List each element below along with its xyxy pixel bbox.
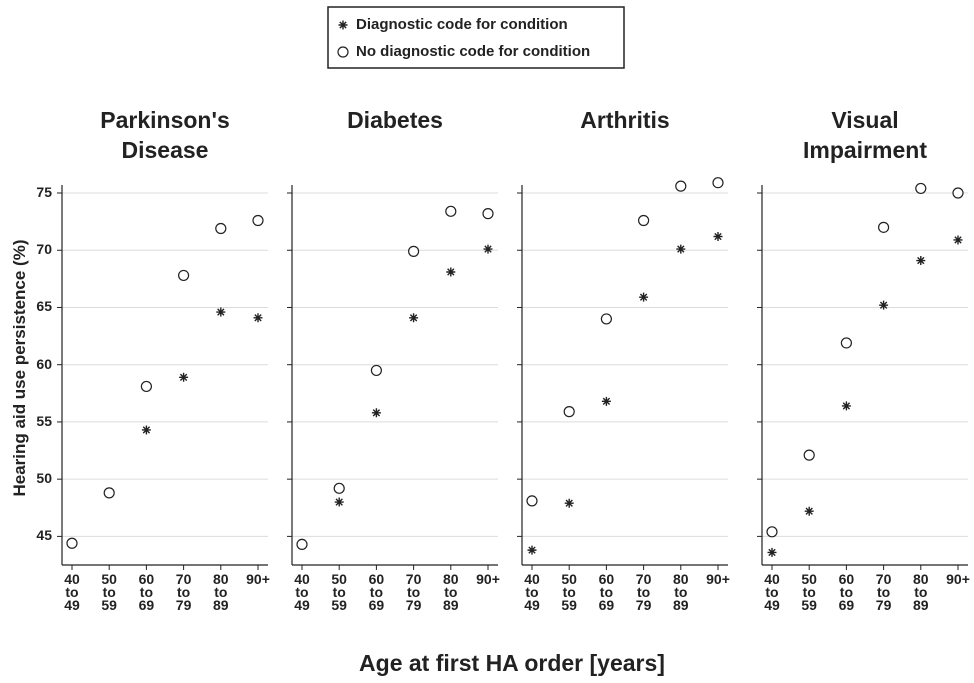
x-tick-label: 40 to 49 [524,571,540,613]
x-tick-label: 40 to 49 [64,571,80,613]
data-point [952,187,964,199]
data-point [879,300,889,310]
x-tick-label: 70 to 79 [635,571,652,613]
x-tick-label: 80 to 89 [673,571,689,613]
data-point [840,337,853,349]
data-point [676,244,686,254]
x-tick-label: 40 to 49 [294,571,310,613]
data-point [915,182,927,195]
data-point [253,313,263,323]
panel-title: Visual Impairment [803,107,927,163]
x-axis-label: Age at first HA order [years] [359,650,665,676]
x-tick-label: 60 to 69 [368,571,385,613]
legend-marker [337,46,349,58]
y-tick-label: 50 [36,470,52,487]
data-point [526,495,538,507]
data-point [334,497,344,507]
legend-box [327,6,625,69]
data-point [713,232,723,242]
data-point [637,214,650,227]
data-point [601,396,611,406]
x-tick-label: 40 to 49 [764,571,780,613]
data-point [141,425,151,435]
data-point [564,498,574,508]
y-tick-label: 70 [36,241,52,258]
data-point [600,313,613,325]
x-tick-label: 80 to 89 [913,571,929,613]
x-tick-label: 60 to 69 [838,571,855,613]
x-tick-label: 90+ [246,571,270,587]
data-point [252,214,264,227]
data-point [803,449,815,461]
data-point [877,221,890,233]
data-point [675,180,687,192]
panel-title: Arthritis [580,107,670,133]
data-point [445,205,457,217]
data-point [103,487,115,499]
y-tick-label: 45 [36,527,52,544]
x-tick-label: 50 to 59 [331,571,347,613]
legend-label: No diagnostic code for condition [356,43,591,60]
data-point [712,177,724,189]
y-tick-label: 65 [36,298,52,315]
x-tick-label: 70 to 79 [875,571,892,613]
data-point [215,222,227,235]
data-point [333,482,345,494]
x-tick-label: 90+ [946,571,970,587]
data-point [179,372,189,382]
x-tick-label: 80 to 89 [213,571,229,613]
x-tick-label: 70 to 79 [175,571,192,613]
y-tick-label: 55 [36,412,52,429]
data-point [371,408,381,418]
x-tick-label: 60 to 69 [598,571,615,613]
panel-title: Parkinson's Disease [100,107,230,163]
x-tick-label: 80 to 89 [443,571,459,613]
x-tick-label: 60 to 69 [138,571,155,613]
data-point [408,245,420,257]
x-tick-label: 70 to 79 [405,571,422,613]
data-point [482,208,494,220]
data-point [563,406,575,418]
panel-title: Diabetes [347,107,443,133]
data-point [66,537,78,549]
x-tick-label: 90+ [706,571,730,587]
x-tick-label: 90+ [476,571,500,587]
data-point [140,380,152,393]
data-point [804,506,814,516]
data-point [446,267,456,277]
data-point [216,307,226,317]
y-tick-label: 60 [36,355,52,372]
legend-label: Diagnostic code for condition [356,16,568,33]
data-point [916,256,926,266]
x-tick-label: 50 to 59 [561,571,577,613]
data-point [766,526,778,538]
data-point [409,313,419,323]
data-point [767,547,777,557]
data-point [483,244,493,254]
data-point [639,292,649,302]
data-point [178,269,190,282]
data-point [527,545,537,555]
data-point [841,401,851,411]
data-point [370,364,382,377]
legend-marker [338,20,348,30]
data-point [953,235,963,245]
x-tick-label: 50 to 59 [101,571,117,613]
y-tick-label: 75 [36,184,52,200]
x-tick-label: 50 to 59 [801,571,817,613]
data-point [296,538,308,550]
